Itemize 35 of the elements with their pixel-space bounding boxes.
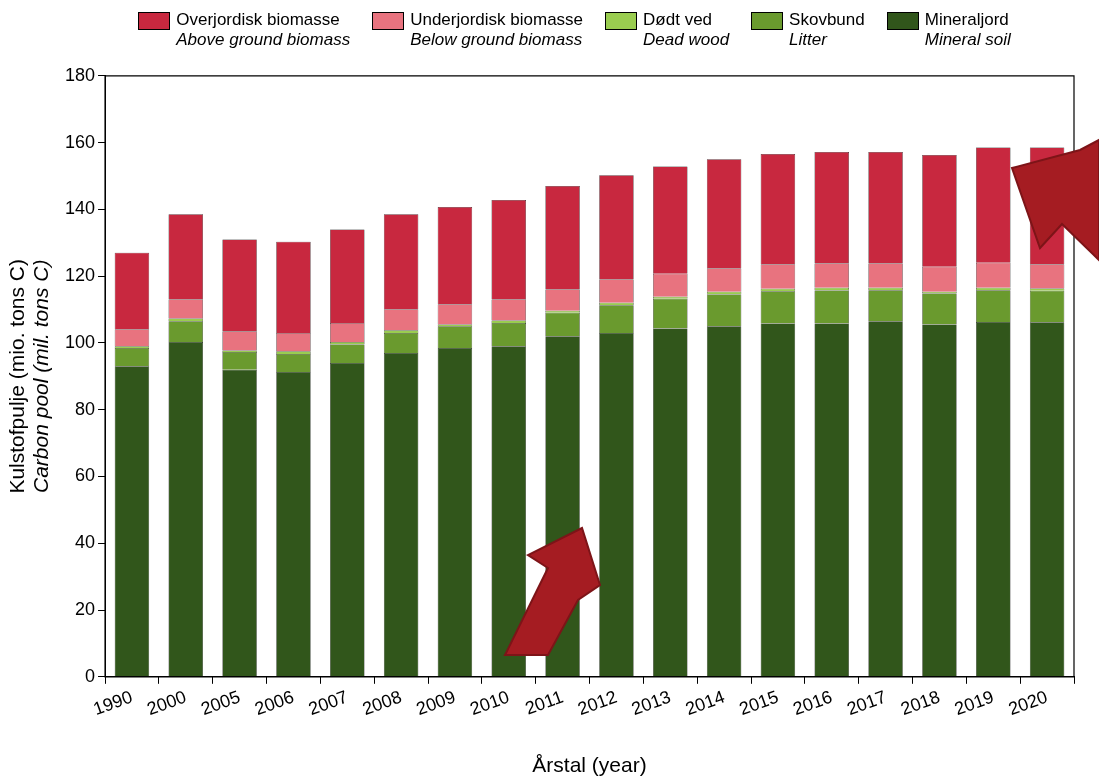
- legend-label: Dødt ved Dead wood: [643, 10, 730, 50]
- x-axis-title: Årstal (year): [532, 753, 647, 777]
- y-axis-title: Kulstofpulje (mio. tons C) Carbon pool (mil. tons C): [4, 259, 52, 494]
- x-tick-label: 2008: [359, 686, 405, 720]
- legend-label: Underjordisk biomasse Below ground biomass: [410, 10, 584, 50]
- x-tick-label: 2006: [252, 686, 297, 720]
- x-tick-label: 2019: [951, 686, 997, 720]
- x-tick-label: 2012: [575, 686, 620, 720]
- x-tick-label: 2017: [844, 686, 889, 720]
- x-tick-label: 2018: [898, 686, 943, 720]
- x-tick-label: 2020: [1005, 686, 1051, 720]
- y-tick-label: 140: [64, 198, 96, 219]
- x-tick-label: 1990: [90, 686, 136, 720]
- y-tick-label: 20: [75, 599, 96, 619]
- y-tick-label: 60: [75, 465, 96, 486]
- x-tick-label: 2009: [413, 686, 458, 720]
- legend-label: Overjordisk biomasse Above ground biomass: [176, 10, 351, 50]
- legend-label: Skovbund Litter: [789, 10, 865, 50]
- x-tick-label: 2013: [628, 686, 674, 720]
- x-tick-label: 2000: [144, 686, 189, 720]
- y-tick-label: 100: [64, 331, 96, 352]
- legend-label: Mineraljord Mineral soil: [924, 10, 1011, 50]
- y-tick-label: 120: [64, 265, 96, 286]
- x-tick-label: 2011: [522, 686, 566, 719]
- x-tick-label: 2005: [198, 686, 243, 720]
- x-tick-label: 2015: [736, 686, 781, 720]
- y-tick-label: 80: [75, 398, 96, 419]
- x-tick-label: 2014: [682, 686, 728, 720]
- y-tick-label: 180: [64, 64, 96, 85]
- y-tick-label: 0: [85, 665, 96, 686]
- x-tick-label: 2016: [790, 686, 835, 720]
- y-tick-label: 40: [75, 532, 96, 553]
- y-tick-label: 160: [64, 131, 96, 152]
- x-tick-label: 2007: [305, 686, 351, 720]
- x-tick-label: 2010: [467, 686, 512, 720]
